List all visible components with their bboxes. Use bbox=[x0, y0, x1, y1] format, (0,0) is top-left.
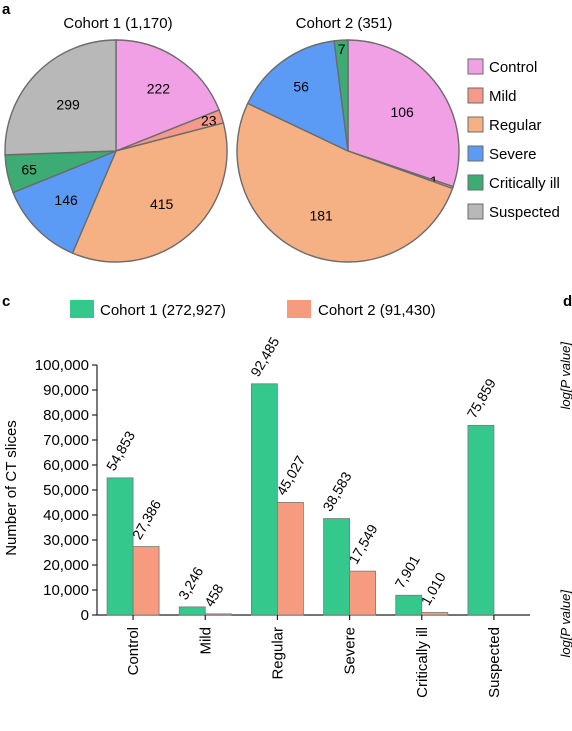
x-tick-label-critically-ill: Critically ill bbox=[414, 627, 431, 698]
y-tick-label: 80,000 bbox=[43, 407, 89, 424]
pie2-label-regular: 181 bbox=[309, 208, 333, 224]
bar-control-cohort-2 bbox=[132, 546, 160, 616]
legend-swatch-cohort-1 bbox=[70, 300, 94, 318]
legend-label-cohort-1: Cohort 1 (272,927) bbox=[100, 302, 226, 319]
pie1-label-regular: 415 bbox=[150, 196, 174, 212]
pie-legend-label-control: Control bbox=[489, 59, 537, 76]
y-tick-label: 10,000 bbox=[43, 582, 89, 599]
y-tick-label: 90,000 bbox=[43, 382, 89, 399]
legend-swatch-cohort-2 bbox=[287, 300, 311, 318]
pie-legend-label-critically-ill: Critically ill bbox=[489, 175, 560, 192]
pie2-label-critically-ill: 7 bbox=[338, 41, 346, 57]
pie-cohort-2: 106 1 181 56 7 bbox=[236, 39, 460, 263]
bar-value-label-mild-cohort-1: 3,246 bbox=[175, 564, 206, 603]
pie1-slice-regular bbox=[71, 122, 228, 263]
pie2-label-mild: 1 bbox=[430, 173, 438, 189]
pie1-slice-control bbox=[115, 39, 221, 153]
pie-legend-swatch-severe bbox=[467, 145, 484, 162]
y-tick-label: 100,000 bbox=[35, 357, 89, 374]
panel-label-d: d bbox=[563, 293, 572, 310]
bar-value-label-critically-ill-cohort-1: 7,901 bbox=[391, 552, 422, 591]
bar-value-label-suspected-cohort-1: 75,859 bbox=[464, 376, 499, 421]
pie1-slice-suspected bbox=[4, 39, 117, 156]
pie2-slice-control bbox=[347, 39, 460, 188]
bar-regular-cohort-1 bbox=[251, 383, 278, 616]
pie-legend-swatch-mild bbox=[467, 87, 484, 104]
x-tick-label-mild: Mild bbox=[197, 627, 214, 655]
pie2-slice-regular bbox=[236, 102, 454, 263]
pie-legend-label-mild: Mild bbox=[489, 88, 517, 105]
bar-value-label-regular-cohort-1: 92,485 bbox=[247, 334, 282, 379]
y-tick-label: 20,000 bbox=[43, 557, 89, 574]
panel-label-a: a bbox=[2, 1, 11, 18]
pie2-label-control: 106 bbox=[390, 104, 414, 120]
bar-value-label-mild-cohort-2: 458 bbox=[201, 581, 227, 609]
bar-regular-cohort-2 bbox=[277, 502, 304, 616]
legend-label-cohort-2: Cohort 2 (91,430) bbox=[318, 302, 436, 319]
bar-control-cohort-1 bbox=[106, 477, 134, 616]
bar-chart: 0 10,000 20,000 30,000 40,000 50,000 60,000 70,… bbox=[35, 334, 530, 698]
bar-critically-ill-cohort-1 bbox=[395, 594, 423, 616]
pie1-label-severe: 146 bbox=[54, 192, 78, 208]
bar-value-label-regular-cohort-2: 45,027 bbox=[273, 453, 308, 498]
pie-legend-label-regular: Regular bbox=[489, 117, 542, 134]
x-tick-label-regular: Regular bbox=[269, 627, 286, 680]
x-tick-label-control: Control bbox=[125, 627, 142, 675]
bar-severe-cohort-2 bbox=[349, 570, 376, 616]
bar-legend: Cohort 1 (272,927) Cohort 2 (91,430) bbox=[70, 300, 436, 319]
pie-cohort-1: 222 23 415 146 65 299 bbox=[4, 39, 228, 263]
pie1-title: Cohort 1 (1,170) bbox=[63, 15, 172, 32]
x-tick-label-severe: Severe bbox=[342, 627, 359, 675]
pie1-label-suspected: 299 bbox=[56, 97, 80, 113]
pie-legend: Control Mild Regular Severe Critically ill Su… bbox=[467, 58, 560, 221]
pie-legend-swatch-critically-ill bbox=[467, 174, 484, 191]
pie1-slice-severe bbox=[12, 149, 118, 255]
pie2-title: Cohort 2 (351) bbox=[296, 15, 393, 32]
pie2-slice-severe bbox=[246, 40, 349, 153]
x-tick-label-suspected: Suspected bbox=[486, 627, 503, 698]
bar-value-label-severe-cohort-2: 17,549 bbox=[345, 521, 380, 566]
pie1-label-critically-ill: 65 bbox=[21, 161, 37, 177]
bar-mild-cohort-2 bbox=[204, 613, 232, 616]
bar-value-label-control-cohort-1: 54,853 bbox=[103, 428, 138, 473]
y-tick-label: 0 bbox=[81, 607, 89, 624]
bar-value-label-control-cohort-2: 27,386 bbox=[129, 497, 164, 542]
pie-legend-swatch-control bbox=[467, 58, 484, 75]
y-tick-label: 70,000 bbox=[43, 432, 89, 449]
pie-legend-swatch-suspected bbox=[467, 203, 484, 220]
pie2-label-severe: 56 bbox=[293, 78, 309, 94]
pie-legend-label-severe: Severe bbox=[489, 146, 537, 163]
bar-value-label-critically-ill-cohort-2: 1,010 bbox=[417, 569, 448, 608]
pie1-label-mild: 23 bbox=[201, 113, 217, 129]
panel-label-c: c bbox=[2, 293, 10, 310]
pie1-label-control: 222 bbox=[147, 81, 171, 97]
bar-value-label-severe-cohort-1: 38,583 bbox=[319, 469, 354, 514]
bar-mild-cohort-1 bbox=[178, 606, 206, 616]
y-tick-label: 60,000 bbox=[43, 457, 89, 474]
bar-severe-cohort-1 bbox=[323, 518, 350, 616]
y-tick-label: 50,000 bbox=[43, 482, 89, 499]
y-tick-label: 40,000 bbox=[43, 507, 89, 524]
cut-axis-label-bottom: log[P value] bbox=[558, 590, 572, 658]
pie2-slice-critically-ill bbox=[333, 39, 349, 152]
cut-axis-label-top: log[P value] bbox=[558, 342, 572, 410]
y-tick-label: 30,000 bbox=[43, 532, 89, 549]
pie-legend-swatch-regular bbox=[467, 116, 484, 133]
bar-suspected-cohort-1 bbox=[467, 424, 495, 616]
pie-legend-label-suspected: Suspected bbox=[489, 204, 560, 221]
y-axis-label: Number of CT slices bbox=[3, 420, 20, 556]
bar-critically-ill-cohort-2 bbox=[421, 612, 449, 616]
